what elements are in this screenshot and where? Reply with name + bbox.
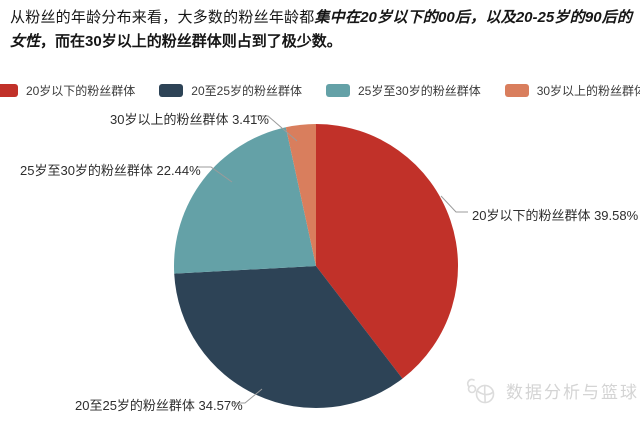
legend-swatch-under-20: [0, 84, 18, 97]
legend-item-20-25: 20至25岁的粉丝群体: [159, 82, 302, 99]
legend-item-over-30: 30岁以上的粉丝群体: [504, 82, 640, 99]
leader-line-under-20: [440, 195, 468, 213]
pie-chart-slices: [173, 124, 459, 409]
intro-paragraph: 从粉丝的年龄分布来看，大多数的粉丝年龄都集中在20岁以下的00后，以及20-25…: [10, 6, 632, 54]
legend-label-25-30: 25岁至30岁的粉丝群体: [358, 84, 481, 98]
legend-item-25-30: 25岁至30岁的粉丝群体: [326, 82, 481, 99]
callout-20-25: 20至25岁的粉丝群体 34.57%: [75, 398, 243, 413]
callout-over-30: 30岁以上的粉丝群体 3.41%: [110, 112, 269, 127]
legend-label-over-30: 30岁以上的粉丝群体: [536, 84, 640, 98]
leader-lines: [196, 115, 468, 404]
pie-slice-3: [285, 124, 316, 266]
pie-slice-1: [174, 266, 403, 409]
legend-label-under-20: 20岁以下的粉丝群体: [25, 84, 136, 98]
basketball-mascot-icon: [467, 378, 495, 404]
intro-text-bold-italic: 集中在20岁以下的00后，以及20-25岁的90后的女性: [10, 9, 632, 50]
intro-text-normal: 从粉丝的年龄分布来看，大多数的粉丝年龄都: [10, 9, 315, 26]
legend-swatch-over-30: [504, 84, 529, 97]
pie-slice-2: [173, 127, 316, 274]
watermark-text: 数据分析与篮球: [506, 382, 639, 402]
legend-swatch-25-30: [326, 84, 350, 97]
pie-slice-0: [316, 124, 459, 379]
legend-label-20-25: 20至25岁的粉丝群体: [191, 84, 302, 98]
callout-25-30: 25岁至30岁的粉丝群体 22.44%: [20, 163, 201, 178]
leader-line-25-30: [196, 166, 233, 183]
chart-legend: 20岁以下的粉丝群体 20至25岁的粉丝群体 25岁至30岁的粉丝群体 30岁以…: [0, 82, 640, 99]
callout-under-20: 20岁以下的粉丝群体 39.58%: [472, 208, 639, 223]
leader-line-over-30: [250, 115, 298, 142]
leader-line-20-25: [232, 388, 263, 404]
intro-text-bold: ，而在30岁以上的粉丝群体则占到了极少数。: [40, 33, 342, 50]
legend-item-under-20: 20岁以下的粉丝群体: [0, 82, 135, 99]
legend-swatch-20-25: [159, 84, 184, 97]
watermark: 数据分析与篮球: [464, 374, 639, 406]
